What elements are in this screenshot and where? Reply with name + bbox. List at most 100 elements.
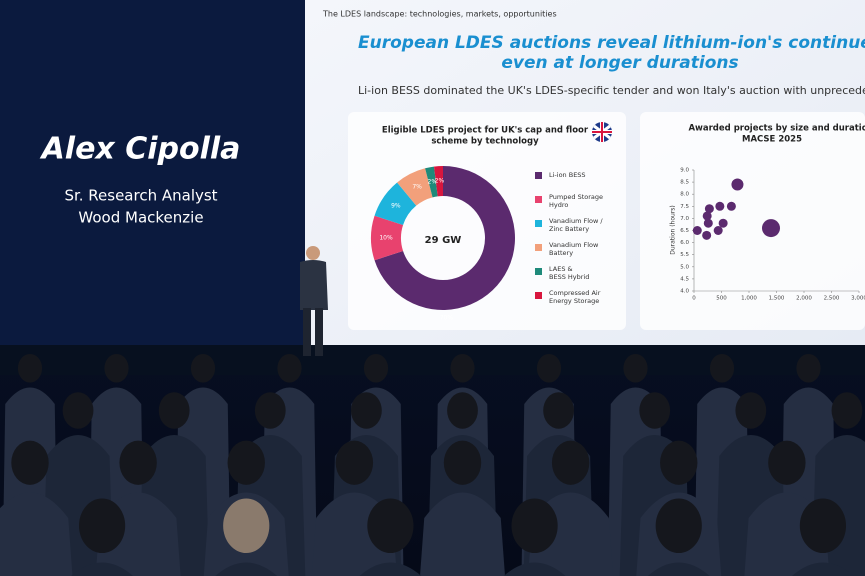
audience-head <box>511 498 558 554</box>
legend-label: Vanadium Flow Battery <box>549 241 599 257</box>
y-tick-label: 6.0 <box>680 240 689 246</box>
audience-head <box>655 498 702 554</box>
y-tick-label: 4.0 <box>680 289 689 295</box>
data-label: 9% <box>391 202 401 209</box>
x-tick-label: 500 <box>716 296 727 302</box>
audience-head <box>536 353 562 383</box>
x-tick-label: 0 <box>692 296 696 302</box>
audience-head <box>799 498 847 554</box>
uk-flag <box>592 122 612 142</box>
y-tick-label: 5.5 <box>680 252 689 258</box>
audience-head <box>223 498 270 554</box>
legend-swatch <box>535 268 542 275</box>
x-tick-label: 3,000 <box>851 296 865 302</box>
x-tick-label: 1,500 <box>769 296 785 302</box>
audience-head <box>768 440 806 485</box>
audience-head <box>277 353 302 383</box>
audience-head <box>350 392 382 429</box>
audience-head <box>709 353 735 383</box>
y-tick-label: 8.5 <box>680 180 689 186</box>
audience-member <box>49 562 155 576</box>
data-label: 2% <box>428 179 438 186</box>
scatter-point <box>715 201 725 211</box>
side-screen <box>0 0 305 345</box>
audience-head <box>104 353 129 383</box>
charts: 70% Li-ion BESS 10% Pumped Storage Hydro 9% Va… <box>370 166 865 321</box>
audience-head <box>11 440 49 485</box>
audience-member <box>420 492 505 576</box>
panel <box>640 112 865 330</box>
donut-slice <box>433 166 443 197</box>
scatter-point <box>692 226 702 235</box>
scatter-point <box>703 218 713 228</box>
legend-label: Vanadium Flow / Zinc Battery <box>549 217 603 233</box>
audience-member <box>0 492 73 576</box>
audience-head <box>119 440 157 485</box>
donut-slice <box>370 215 404 261</box>
scatter-point <box>726 201 736 211</box>
legend-label: LAES & BESS Hybrid <box>549 265 589 281</box>
presenter <box>300 246 328 356</box>
audience-head <box>551 440 590 485</box>
legend-swatch <box>535 292 542 299</box>
audience-head <box>62 392 94 429</box>
scatter-point <box>702 230 712 240</box>
audience-head <box>367 498 414 554</box>
audience-head <box>447 392 478 429</box>
data-label: 70% <box>440 314 454 321</box>
audience-head <box>660 440 698 485</box>
audience-head <box>735 392 767 429</box>
audience-member <box>482 562 588 576</box>
donut-center: 29 GW <box>425 235 462 246</box>
y-tick-label: 5.0 <box>680 264 689 270</box>
x-tick-label: 2,000 <box>796 296 812 302</box>
audience-head <box>443 440 482 485</box>
chart-title: MACSE 2025 <box>742 135 802 145</box>
audience-head <box>450 353 475 383</box>
audience-head <box>227 440 265 485</box>
audience-head <box>831 392 863 429</box>
slide-header: The LDES landscape: technologies, market… <box>322 10 557 19</box>
data-label: 2% <box>435 178 445 185</box>
slide-title: even at longer durations <box>501 53 738 73</box>
y-tick-label: 6.5 <box>680 228 689 234</box>
speaker-role: Sr. Research Analyst <box>64 187 217 205</box>
slide-subtitle: Li-ion BESS dominated the UK's LDES-spec… <box>358 84 865 97</box>
scatter-point <box>713 226 723 235</box>
audience-member <box>337 562 443 576</box>
legend-swatch <box>535 196 542 203</box>
stage <box>0 345 865 375</box>
legend-swatch <box>535 172 542 179</box>
scatter-point <box>702 211 712 221</box>
audience-head <box>190 353 216 383</box>
y-tick-label: 9.0 <box>680 168 689 174</box>
scatter-point <box>718 218 728 228</box>
chart-title: Awarded projects by size and duratio <box>688 124 865 134</box>
y-tick-label: 4.5 <box>680 276 689 282</box>
speaker-name: Alex Cipolla <box>40 132 241 167</box>
data-label: 10% <box>379 235 393 242</box>
legend-swatch <box>535 244 542 251</box>
audience-head <box>78 498 126 554</box>
audience-head <box>254 392 286 429</box>
audience-member <box>770 562 865 576</box>
slide-title: European LDES auctions reveal lithium-io… <box>358 33 865 53</box>
legend-label: Compressed Air Energy Storage <box>549 289 601 305</box>
y-tick-label: 8.0 <box>680 192 689 198</box>
donut-slice <box>397 168 433 206</box>
audience-member <box>193 562 299 576</box>
legend-label: Pumped Storage Hydro <box>549 193 603 209</box>
audience-head <box>17 353 43 383</box>
scatter-point <box>704 204 714 214</box>
data-label: 7% <box>412 184 422 191</box>
y-axis-label: Duration (hours) <box>670 205 677 255</box>
y-tick-label: 7.5 <box>680 204 689 210</box>
audience-head <box>623 353 648 383</box>
x-tick-label: 1,000 <box>741 296 757 302</box>
scatter-point <box>762 219 780 238</box>
legend-label: Li-ion BESS <box>549 171 586 179</box>
audience-head <box>158 392 190 429</box>
audience-head <box>796 353 821 383</box>
scatter-point <box>731 178 744 191</box>
